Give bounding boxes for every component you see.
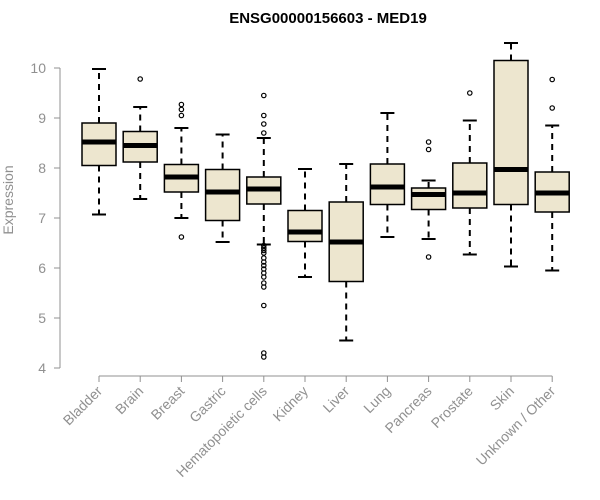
y-tick-label: 8: [38, 160, 46, 176]
outlier-point: [260, 354, 267, 360]
box-group: [410, 139, 447, 260]
outlier-point: [260, 130, 267, 136]
box-group: [493, 42, 529, 268]
box-group: [287, 168, 323, 278]
box-iqr: [369, 163, 406, 206]
outlier-point: [137, 76, 144, 82]
outlier-point: [178, 101, 185, 108]
outlier-point: [260, 112, 267, 119]
outlier-point: [466, 90, 473, 96]
x-tick-label: Liver: [320, 383, 353, 416]
x-tick-label: Breast: [148, 383, 188, 423]
outlier-point: [425, 139, 432, 145]
box-iqr: [410, 187, 447, 211]
box-iqr: [493, 59, 529, 206]
outlier-point: [260, 242, 267, 249]
box-group: [163, 101, 200, 240]
y-axis: 4 5 6 7 8 9 10: [30, 60, 61, 376]
outlier-point: [260, 274, 267, 280]
x-tick-label: Skin: [487, 383, 518, 414]
outlier-point: [260, 92, 267, 99]
box-series: [81, 42, 570, 360]
x-tick-label: Bladder: [60, 383, 106, 429]
outlier-point: [260, 302, 267, 309]
y-tick-label: 7: [38, 210, 46, 226]
outlier-point: [260, 121, 267, 127]
box-group: [246, 92, 282, 360]
outlier-point: [425, 146, 432, 153]
outlier-point: [549, 105, 556, 111]
outlier-point: [260, 284, 267, 290]
x-tick-label: Lung: [360, 383, 393, 416]
outlier-point: [260, 262, 267, 269]
box-iqr: [204, 168, 241, 222]
outlier-point: [178, 106, 185, 113]
y-tick-label: 9: [38, 110, 46, 126]
y-tick-label: 5: [38, 310, 46, 326]
outlier-point: [549, 76, 556, 83]
box-group: [122, 76, 158, 200]
y-axis-label: Expression: [0, 165, 16, 234]
box-group: [204, 133, 241, 243]
x-tick-label: Prostate: [428, 383, 476, 431]
chart-title: ENSG00000156603 - MED19: [229, 10, 427, 27]
box-iqr: [287, 209, 323, 243]
y-tick-label: 6: [38, 260, 46, 276]
outlier-point: [260, 259, 267, 265]
outlier-point: [425, 254, 432, 260]
y-tick-label: 4: [38, 360, 46, 376]
box-group: [81, 68, 117, 216]
y-tick-label: 10: [30, 60, 46, 76]
outlier-point: [260, 247, 267, 254]
outlier-point: [178, 112, 185, 119]
box-group: [369, 112, 406, 238]
box-group: [452, 90, 488, 256]
outlier-point: [260, 245, 267, 251]
x-tick-label: Brain: [112, 383, 146, 417]
outlier-point: [178, 234, 185, 240]
x-tick-label: Kidney: [270, 383, 312, 425]
box-group: [534, 76, 570, 272]
outlier-point: [260, 250, 267, 256]
box-iqr: [452, 162, 488, 209]
box-group: [328, 163, 364, 342]
